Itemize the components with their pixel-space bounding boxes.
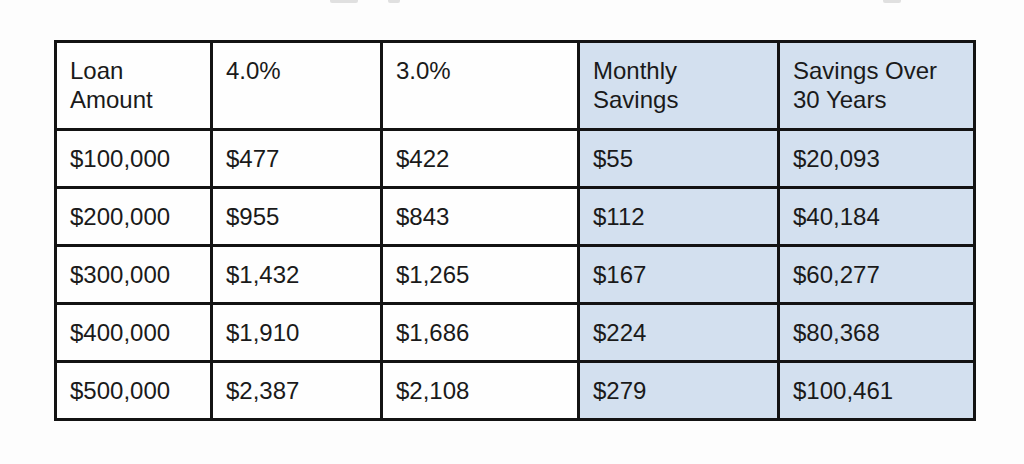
table-row: $100,000 $477 $422 $55 $20,093: [56, 130, 975, 188]
column-header-loan-amount: Loan Amount: [56, 42, 212, 130]
cell-payment-3-percent: $1,686: [382, 304, 579, 362]
cell-loan-amount: $300,000: [56, 246, 212, 304]
cell-monthly-savings: $112: [579, 188, 779, 246]
cell-payment-3-percent: $843: [382, 188, 579, 246]
cell-payment-3-percent: $422: [382, 130, 579, 188]
cell-loan-amount: $500,000: [56, 362, 212, 420]
cell-monthly-savings: $279: [579, 362, 779, 420]
table-row: $300,000 $1,432 $1,265 $167 $60,277: [56, 246, 975, 304]
cell-payment-4-percent: $955: [212, 188, 382, 246]
column-header-rate-4-percent: 4.0%: [212, 42, 382, 130]
cell-loan-amount: $100,000: [56, 130, 212, 188]
cell-payment-4-percent: $1,432: [212, 246, 382, 304]
cell-loan-amount: $200,000: [56, 188, 212, 246]
table-row: $500,000 $2,387 $2,108 $279 $100,461: [56, 362, 975, 420]
cell-savings-30-years: $60,277: [779, 246, 975, 304]
table-row: $400,000 $1,910 $1,686 $224 $80,368: [56, 304, 975, 362]
table-row: $200,000 $955 $843 $112 $40,184: [56, 188, 975, 246]
mortgage-savings-table-region: Loan Amount 4.0% 3.0% Monthly Savings Sa…: [54, 40, 976, 421]
cell-savings-30-years: $40,184: [779, 188, 975, 246]
cropped-text-artifact: [388, 0, 400, 3]
cell-savings-30-years: $100,461: [779, 362, 975, 420]
cropped-text-artifact: [883, 0, 901, 3]
cell-payment-3-percent: $2,108: [382, 362, 579, 420]
cropped-text-artifact: [330, 0, 358, 3]
cell-payment-4-percent: $1,910: [212, 304, 382, 362]
mortgage-savings-table: Loan Amount 4.0% 3.0% Monthly Savings Sa…: [54, 40, 976, 421]
cell-monthly-savings: $224: [579, 304, 779, 362]
cell-savings-30-years: $80,368: [779, 304, 975, 362]
cell-payment-4-percent: $477: [212, 130, 382, 188]
cell-savings-30-years: $20,093: [779, 130, 975, 188]
cell-payment-3-percent: $1,265: [382, 246, 579, 304]
cell-monthly-savings: $55: [579, 130, 779, 188]
column-header-savings-over-30-years: Savings Over 30 Years: [779, 42, 975, 130]
column-header-monthly-savings: Monthly Savings: [579, 42, 779, 130]
column-header-rate-3-percent: 3.0%: [382, 42, 579, 130]
cell-loan-amount: $400,000: [56, 304, 212, 362]
cell-payment-4-percent: $2,387: [212, 362, 382, 420]
cell-monthly-savings: $167: [579, 246, 779, 304]
header-row: Loan Amount 4.0% 3.0% Monthly Savings Sa…: [56, 42, 975, 130]
